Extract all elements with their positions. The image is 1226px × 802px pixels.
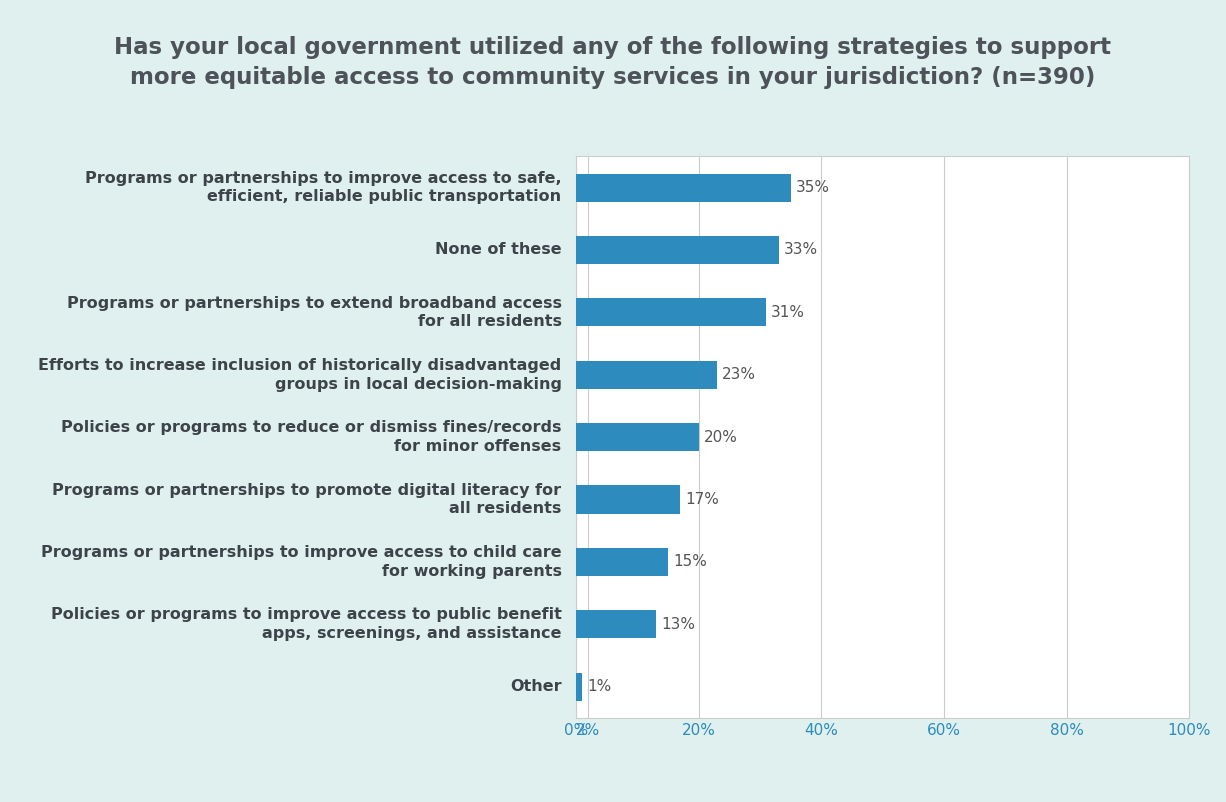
Bar [576,423,699,451]
Text: 15%: 15% [673,554,707,569]
Text: Programs or partnerships to improve access to safe,
efficient, reliable public t: Programs or partnerships to improve acce… [85,171,562,205]
Text: None of these: None of these [435,242,562,257]
Text: Other: Other [510,679,562,694]
Text: 13%: 13% [661,617,695,632]
Text: 1%: 1% [587,679,612,694]
Bar [576,236,779,264]
Text: Policies or programs to improve access to public benefit
apps, screenings, and a: Policies or programs to improve access t… [50,607,562,641]
Text: Programs or partnerships to improve access to child care
for working parents: Programs or partnerships to improve acce… [40,545,562,579]
Text: Programs or partnerships to extend broadband access
for all residents: Programs or partnerships to extend broad… [66,295,562,329]
Bar [576,361,717,389]
Text: 33%: 33% [783,242,818,257]
Text: Efforts to increase inclusion of historically disadvantaged
groups in local deci: Efforts to increase inclusion of histori… [38,358,562,391]
Text: 23%: 23% [722,367,756,383]
Text: Programs or partnerships to promote digital literacy for
all residents: Programs or partnerships to promote digi… [53,483,562,516]
Text: 20%: 20% [704,430,738,444]
Text: 17%: 17% [685,492,720,507]
Text: Policies or programs to reduce or dismiss fines/records
for minor offenses: Policies or programs to reduce or dismis… [61,420,562,454]
Bar [576,548,668,576]
Text: 31%: 31% [771,305,805,320]
Bar [576,610,656,638]
Text: Has your local government utilized any of the following strategies to support
mo: Has your local government utilized any o… [114,36,1112,89]
Bar [576,485,680,513]
Bar [576,173,791,201]
Text: 35%: 35% [796,180,830,195]
Bar [576,298,766,326]
Bar [576,673,582,701]
